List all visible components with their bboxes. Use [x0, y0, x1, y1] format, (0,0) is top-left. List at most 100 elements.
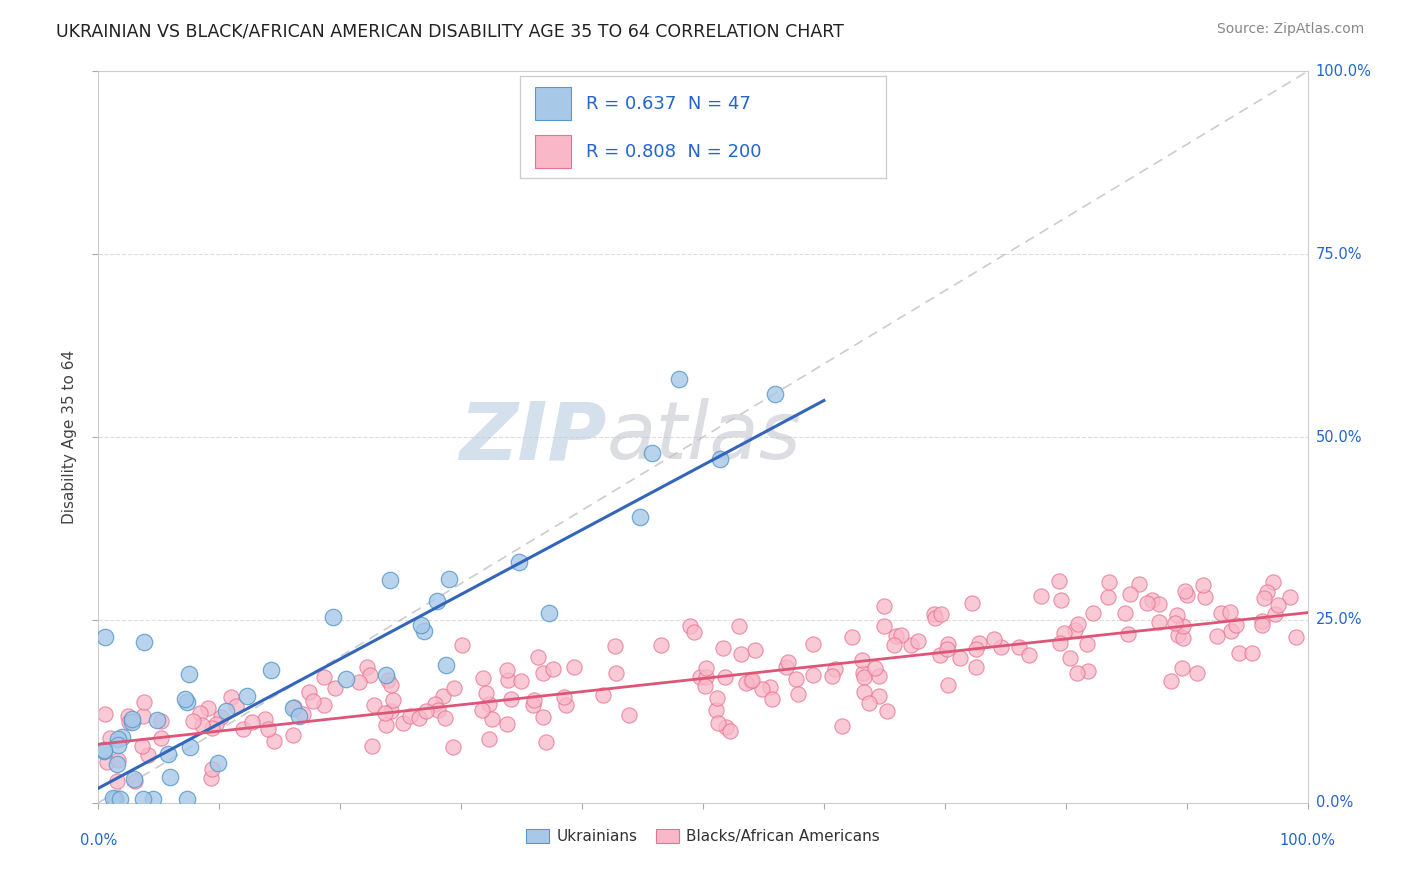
Point — [439, 572, 461, 586]
Point — [534, 735, 557, 749]
Point — [117, 709, 139, 723]
Point — [205, 717, 228, 731]
Point — [253, 713, 276, 727]
Point — [1119, 587, 1142, 601]
Point — [1171, 660, 1194, 674]
Point — [801, 637, 824, 651]
Point — [922, 607, 945, 621]
Point — [965, 659, 987, 673]
Point — [426, 703, 449, 717]
Text: 0.0%: 0.0% — [1316, 796, 1353, 810]
Point — [201, 762, 224, 776]
Point — [101, 791, 124, 805]
Point — [1140, 593, 1163, 607]
Point — [93, 743, 115, 757]
Point — [775, 660, 797, 674]
Point — [1267, 599, 1289, 613]
Point — [375, 668, 398, 682]
Point — [240, 715, 263, 730]
Point — [704, 703, 727, 717]
Point — [146, 713, 169, 727]
Point — [287, 709, 309, 723]
Point — [967, 636, 990, 650]
Point — [495, 716, 517, 731]
Point — [1251, 614, 1274, 628]
Point — [121, 715, 143, 730]
Point — [335, 672, 357, 686]
Point — [1279, 590, 1302, 604]
Legend: Ukrainians, Blacks/African Americans: Ukrainians, Blacks/African Americans — [520, 822, 886, 850]
Point — [1227, 646, 1250, 660]
Point — [1194, 591, 1216, 605]
Text: 100.0%: 100.0% — [1279, 833, 1336, 848]
Point — [415, 704, 437, 718]
Point — [475, 686, 498, 700]
Point — [714, 670, 737, 684]
Point — [1066, 665, 1088, 680]
Point — [1116, 627, 1139, 641]
Point — [433, 711, 456, 725]
Point — [523, 693, 546, 707]
Point — [990, 640, 1012, 655]
Point — [471, 703, 494, 717]
Point — [122, 772, 145, 786]
Point — [831, 719, 853, 733]
Point — [679, 619, 702, 633]
Point — [605, 666, 627, 681]
Point — [425, 698, 447, 712]
Point — [107, 738, 129, 752]
Point — [873, 599, 896, 614]
Bar — [534, 136, 571, 168]
Point — [105, 773, 128, 788]
Point — [1220, 624, 1243, 639]
Point — [1191, 577, 1213, 591]
Point — [695, 669, 717, 683]
Point — [312, 698, 335, 712]
Point — [498, 673, 520, 687]
Point — [432, 690, 454, 704]
Point — [883, 638, 905, 652]
Point — [1284, 630, 1306, 644]
Point — [758, 680, 780, 694]
Point — [718, 724, 741, 739]
Point — [592, 689, 614, 703]
Point — [361, 739, 384, 753]
Point — [1018, 648, 1040, 663]
Point — [929, 648, 952, 662]
Point — [852, 665, 875, 680]
Point — [1240, 646, 1263, 660]
Point — [863, 661, 886, 675]
Point — [426, 594, 449, 608]
Point — [177, 667, 200, 681]
Point — [260, 663, 283, 677]
Point — [555, 698, 578, 712]
Point — [281, 701, 304, 715]
Point — [689, 670, 711, 684]
Point — [821, 668, 844, 682]
Point — [176, 792, 198, 806]
Point — [142, 792, 165, 806]
Point — [105, 756, 128, 771]
Point — [786, 687, 808, 701]
Point — [873, 619, 896, 633]
Point — [1163, 615, 1185, 630]
Point — [1076, 664, 1098, 678]
Text: 0.0%: 0.0% — [80, 833, 117, 848]
Point — [118, 714, 141, 729]
Point — [1128, 576, 1150, 591]
Point — [741, 673, 763, 688]
Point — [801, 668, 824, 682]
Text: R = 0.637  N = 47: R = 0.637 N = 47 — [586, 95, 751, 112]
Point — [221, 690, 243, 705]
Point — [301, 694, 323, 708]
Point — [149, 714, 172, 728]
Point — [1114, 606, 1136, 620]
Point — [936, 641, 959, 656]
Point — [471, 671, 494, 685]
Point — [785, 673, 807, 687]
Point — [323, 681, 346, 695]
Point — [714, 720, 737, 734]
Point — [104, 792, 127, 806]
Point — [751, 681, 773, 696]
Point — [94, 630, 117, 644]
